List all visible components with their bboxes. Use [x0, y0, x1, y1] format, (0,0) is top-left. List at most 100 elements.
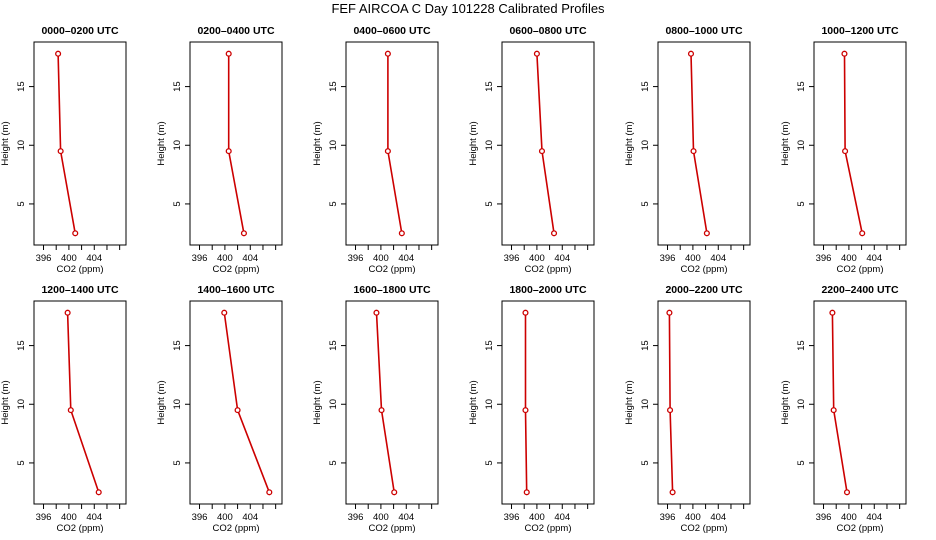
- plot-frame: [501, 300, 595, 505]
- y-tick-label: 5: [640, 460, 651, 465]
- profile-panel: 1200–1400 UTC 396 400 404 5 10 15 CO2 (ppm) Heig…: [0, 284, 127, 534]
- plot-frame: [345, 300, 439, 505]
- profile-line: [536, 53, 555, 234]
- y-tick-label: 15: [16, 81, 27, 92]
- x-tick-label: 396: [660, 253, 676, 264]
- x-tick-label: 396: [816, 253, 832, 264]
- x-tick-label: 404: [86, 512, 102, 523]
- plot-frame: [657, 300, 751, 505]
- plot-frame: [501, 41, 595, 246]
- y-tick-label: 15: [640, 81, 651, 92]
- x-tick-label: 396: [348, 512, 364, 523]
- y-tick-label: 15: [640, 340, 651, 351]
- x-axis-label: CO2 (ppm): [57, 523, 104, 534]
- y-axis-label: Height (m): [156, 121, 167, 165]
- x-axis-label: CO2 (ppm): [837, 264, 884, 275]
- x-tick-label: 396: [348, 253, 364, 264]
- panel-title: 0600–0800 UTC: [509, 25, 586, 37]
- x-axis-label: CO2 (ppm): [525, 523, 572, 534]
- profile-point: [398, 230, 405, 237]
- y-tick-label: 5: [172, 201, 183, 206]
- profile-panel: 0200–0400 UTC 396 400 404 5 10 15 CO2 (ppm) Heig…: [156, 25, 283, 275]
- y-tick-label: 10: [796, 140, 807, 151]
- y-tick-label: 15: [484, 81, 495, 92]
- profile-panel: 0000–0200 UTC 396 400 404 5 10 15 CO2 (ppm) Heig…: [0, 25, 127, 275]
- x-tick-label: 400: [685, 512, 701, 523]
- profile-point: [378, 407, 385, 414]
- x-tick-label: 404: [398, 253, 414, 264]
- profile-point: [859, 230, 866, 237]
- y-tick-label: 15: [172, 81, 183, 92]
- y-tick-label: 5: [640, 201, 651, 206]
- profile-point: [841, 50, 848, 57]
- y-axis-label: Height (m): [156, 380, 167, 424]
- y-axis-label: Height (m): [0, 121, 11, 165]
- y-tick-label: 15: [796, 81, 807, 92]
- plot-frame: [813, 300, 907, 505]
- profile-point: [538, 148, 546, 155]
- y-tick-label: 5: [484, 201, 495, 206]
- x-tick-label: 404: [398, 512, 414, 523]
- plot-frame: [33, 41, 127, 246]
- y-tick-label: 15: [796, 340, 807, 351]
- panel-title: 0200–0400 UTC: [197, 25, 274, 37]
- x-tick-label: 404: [866, 512, 882, 523]
- x-tick-label: 400: [373, 253, 389, 264]
- x-tick-label: 396: [660, 512, 676, 523]
- y-tick-label: 15: [328, 81, 339, 92]
- profile-point: [830, 407, 837, 414]
- profile-line: [227, 53, 245, 234]
- x-axis-label: CO2 (ppm): [681, 264, 728, 275]
- profile-line: [524, 312, 528, 493]
- x-tick-label: 404: [554, 253, 570, 264]
- profile-line: [57, 53, 76, 234]
- profile-point: [225, 50, 232, 57]
- x-axis-label: CO2 (ppm): [213, 523, 260, 534]
- profile-panel: 2000–2200 UTC 396 400 404 5 10 15 CO2 (ppm) Heig…: [624, 284, 751, 534]
- profile-point: [533, 50, 540, 57]
- profile-point: [234, 407, 241, 414]
- y-axis-label: Height (m): [780, 121, 791, 165]
- y-tick-label: 10: [172, 399, 183, 410]
- profile-point: [842, 148, 849, 155]
- panel-title: 1000–1200 UTC: [821, 25, 898, 37]
- profile-line: [668, 312, 674, 493]
- x-axis-label: CO2 (ppm): [369, 264, 416, 275]
- panel-title: 0000–0200 UTC: [41, 25, 118, 37]
- x-axis-label: CO2 (ppm): [369, 523, 416, 534]
- y-tick-label: 10: [640, 140, 651, 151]
- profile-panel: 0800–1000 UTC 396 400 404 5 10 15 CO2 (ppm) Heig…: [624, 25, 751, 275]
- plot-frame: [813, 41, 907, 246]
- profile-panel: 1000–1200 UTC 396 400 404 5 10 15 CO2 (ppm) Heig…: [780, 25, 907, 275]
- profile-point: [95, 489, 102, 496]
- x-tick-label: 404: [554, 512, 570, 523]
- profile-panel: 2200–2400 UTC 396 400 404 5 10 15 CO2 (ppm) Heig…: [780, 284, 907, 534]
- profile-point: [384, 50, 391, 57]
- x-axis-label: CO2 (ppm): [525, 264, 572, 275]
- y-axis-label: Height (m): [624, 121, 635, 165]
- profile-point: [843, 489, 851, 496]
- x-tick-label: 400: [373, 512, 389, 523]
- profile-point: [687, 50, 695, 57]
- x-tick-label: 396: [36, 512, 52, 523]
- x-tick-label: 404: [710, 253, 726, 264]
- profile-panel: 1400–1600 UTC 396 400 404 5 10 15 CO2 (ppm) Heig…: [156, 284, 283, 534]
- y-tick-label: 10: [172, 140, 183, 151]
- x-tick-label: 400: [217, 512, 233, 523]
- x-axis-label: CO2 (ppm): [57, 264, 104, 275]
- x-tick-label: 396: [192, 512, 208, 523]
- plot-frame: [345, 41, 439, 246]
- profile-point: [666, 309, 673, 316]
- x-tick-label: 396: [816, 512, 832, 523]
- x-tick-label: 396: [504, 253, 520, 264]
- profile-point: [225, 148, 232, 155]
- y-axis-label: Height (m): [468, 121, 479, 165]
- panel-title: 1600–1800 UTC: [353, 284, 430, 296]
- x-tick-label: 400: [61, 253, 77, 264]
- y-tick-label: 10: [328, 399, 339, 410]
- y-tick-label: 5: [172, 460, 183, 465]
- panel-title: 1200–1400 UTC: [41, 284, 118, 296]
- x-tick-label: 396: [192, 253, 208, 264]
